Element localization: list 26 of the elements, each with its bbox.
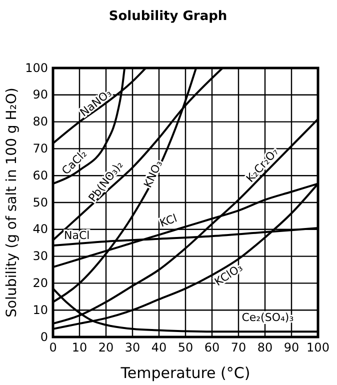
- y-tick-label: 30: [32, 249, 48, 264]
- x-tick-label: 20: [98, 340, 114, 355]
- y-tick-label: 70: [32, 142, 48, 156]
- y-tick-label: 90: [32, 88, 48, 102]
- chart-title: Solubility Graph: [108, 9, 228, 24]
- y-tick-label: 10: [32, 302, 48, 317]
- x-tick-label: 50: [178, 340, 194, 355]
- y-tick-label: 0: [40, 330, 48, 344]
- x-tick-label: 100: [306, 340, 330, 355]
- x-tick-label: 60: [204, 340, 220, 355]
- x-tick-label: 70: [230, 340, 246, 355]
- x-tick-label: 90: [284, 340, 300, 355]
- y-tick-label: 50: [32, 195, 48, 210]
- y-tick-label: 60: [32, 168, 48, 182]
- x-tick-label: 10: [72, 340, 88, 355]
- y-axis-title: Solubility (g of salt in 100 g H₂O): [4, 88, 20, 318]
- y-tick-label: 100: [25, 60, 48, 75]
- y-tick-label: 80: [32, 114, 48, 129]
- y-tick-label: 40: [32, 222, 48, 236]
- x-tick-label: 80: [257, 340, 273, 355]
- x-tick-label: 30: [124, 340, 140, 355]
- x-tick-label: 0: [49, 340, 57, 355]
- text: KCl: [158, 212, 179, 230]
- y-tick-label: 20: [32, 276, 48, 290]
- x-tick-label: 40: [151, 340, 167, 355]
- x-axis-title: Temperature (°C): [120, 364, 250, 382]
